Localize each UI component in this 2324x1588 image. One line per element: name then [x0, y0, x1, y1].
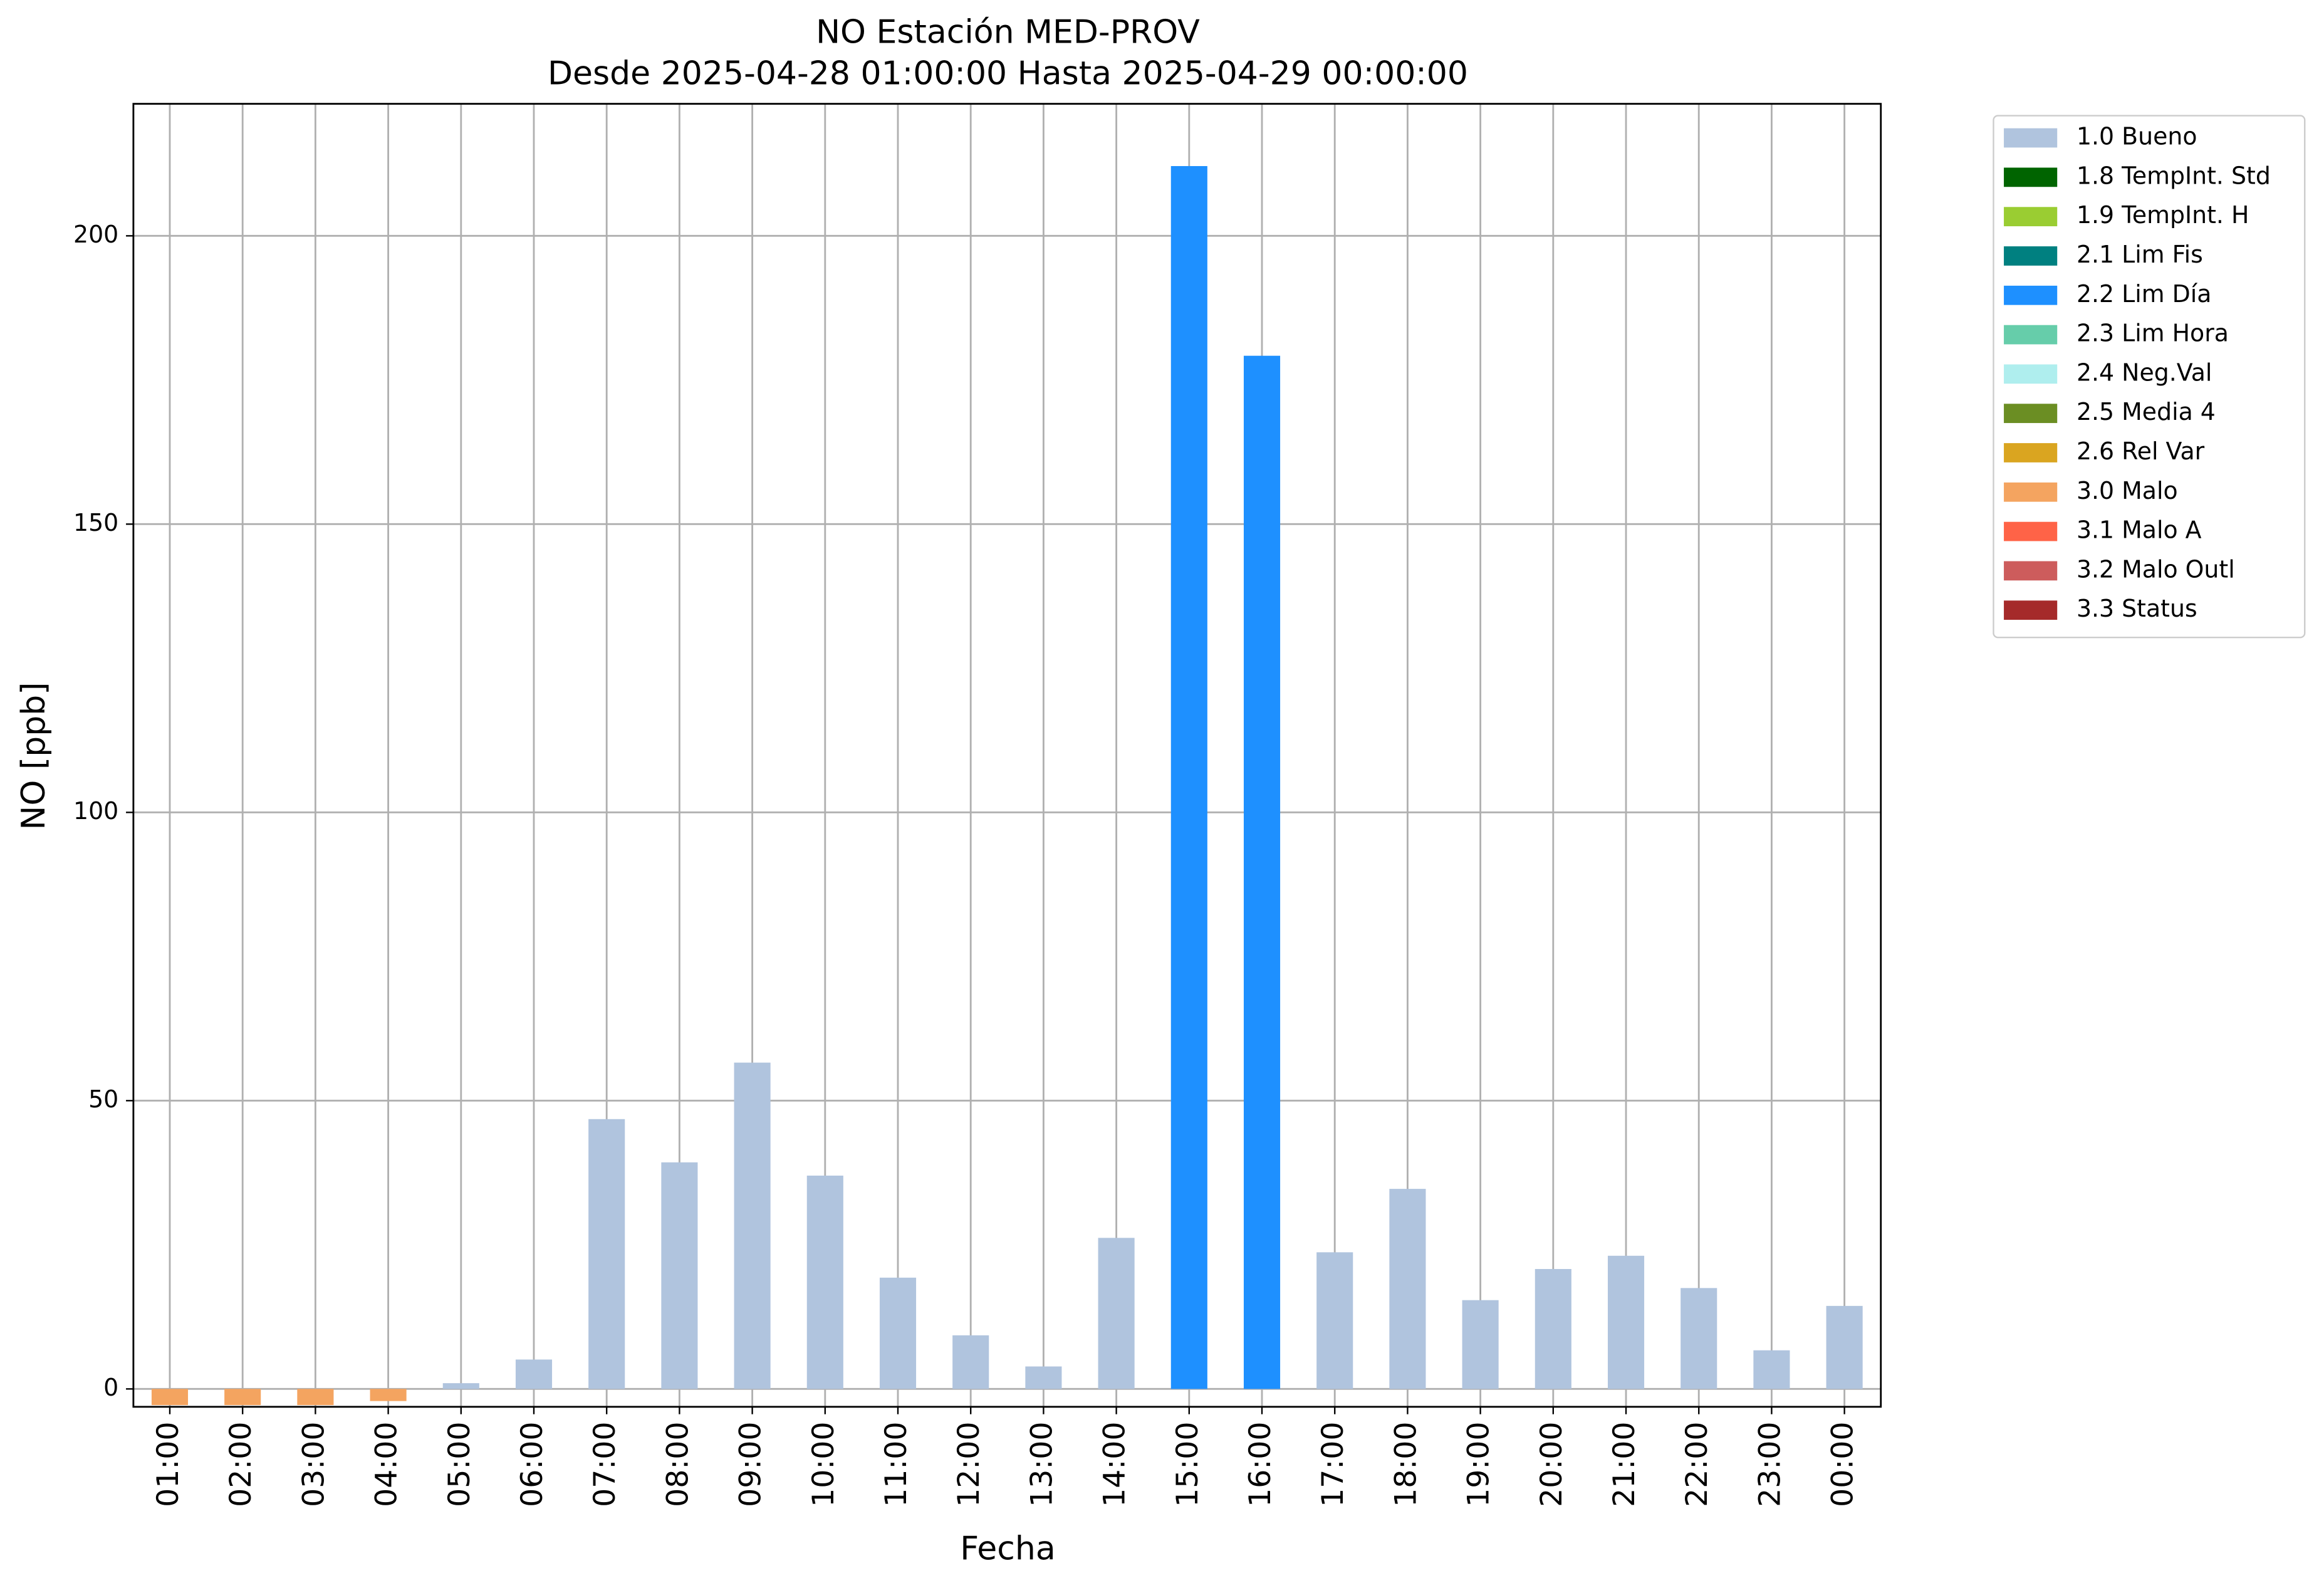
legend-swatch [2004, 325, 2058, 345]
legend-label: 2.6 Rel Var [2076, 437, 2205, 465]
legend-label: 2.2 Lim Día [2076, 280, 2211, 308]
legend-swatch [2004, 364, 2058, 384]
x-tick-label: 04:00 [370, 1422, 404, 1507]
x-tick-label: 10:00 [806, 1422, 841, 1507]
legend: 1.0 Bueno 1.8 TempInt. Std 1.9 TempInt. H 2… [2004, 123, 2271, 622]
x-tick-label: 17:00 [1316, 1422, 1350, 1507]
legend-swatch [2004, 521, 2058, 541]
x-tick-label: 16:00 [1243, 1422, 1278, 1507]
chart-subtitle: Desde 2025-04-28 01:00:00 Hasta 2025-04-… [548, 55, 1468, 93]
x-tick-label: 23:00 [1753, 1422, 1787, 1507]
x-tick-label: 19:00 [1462, 1422, 1496, 1507]
x-tick-label: 05:00 [442, 1422, 477, 1507]
legend-label: 3.2 Malo Outl [2076, 555, 2235, 583]
legend-label: 3.3 Status [2076, 595, 2197, 622]
bar [806, 1175, 843, 1389]
bar [1826, 1305, 1863, 1389]
x-tick-label: 08:00 [660, 1422, 695, 1507]
x-tick-label: 02:00 [224, 1422, 258, 1507]
chart-title: NO Estación MED-PROV [816, 13, 1200, 51]
bar [1389, 1189, 1426, 1389]
x-tick-label: 14:00 [1098, 1422, 1132, 1507]
bar [224, 1389, 261, 1406]
legend-swatch [2004, 128, 2058, 148]
legend-label: 1.9 TempInt. H [2076, 201, 2249, 229]
x-tick-label: 12:00 [952, 1422, 986, 1507]
x-tick-label: 11:00 [879, 1422, 914, 1507]
y-tick-label: 200 [73, 221, 118, 248]
plot-frame [132, 103, 1882, 1408]
x-tick-label: 09:00 [734, 1422, 768, 1507]
bar [151, 1389, 189, 1406]
legend-label: 2.3 Lim Hora [2076, 320, 2229, 347]
legend-swatch [2004, 600, 2058, 620]
x-tick-label: 03:00 [296, 1422, 331, 1507]
bar [1025, 1366, 1062, 1389]
bar [952, 1335, 989, 1389]
bar [1243, 355, 1281, 1389]
x-tick-label: 13:00 [1024, 1422, 1059, 1507]
x-tick-label: 20:00 [1535, 1422, 1569, 1507]
bar [1535, 1268, 1571, 1389]
legend-label: 2.1 Lim Fis [2076, 241, 2203, 268]
bar [370, 1389, 407, 1401]
ticks: 0 50 100 150 200 01:00 02:00 03:00 04:00 05:00 06:… [73, 221, 1860, 1507]
y-tick-label: 0 [103, 1374, 118, 1401]
bar [1607, 1255, 1645, 1389]
x-tick-label: 18:00 [1389, 1422, 1423, 1507]
x-tick-label: 06:00 [515, 1422, 550, 1507]
x-tick-label: 21:00 [1607, 1422, 1642, 1507]
bar [1170, 166, 1207, 1389]
x-tick-label: 22:00 [1680, 1422, 1714, 1507]
legend-swatch [2004, 167, 2058, 187]
bar [442, 1383, 479, 1389]
legend-label: 1.0 Bueno [2076, 123, 2197, 150]
y-tick-label: 150 [73, 509, 118, 536]
bar [1316, 1252, 1353, 1389]
legend-label: 1.8 TempInt. Std [2076, 162, 2271, 189]
legend-label: 3.0 Malo [2076, 477, 2178, 504]
y-tick-label: 50 [88, 1085, 118, 1113]
x-tick-label: 01:00 [151, 1422, 185, 1507]
legend-swatch [2004, 404, 2058, 424]
bar [297, 1389, 334, 1406]
x-tick-label: 07:00 [588, 1422, 622, 1507]
legend-swatch [2004, 561, 2058, 581]
bar [1462, 1300, 1499, 1389]
legend-swatch [2004, 246, 2058, 266]
bar [734, 1062, 771, 1389]
legend-label: 3.1 Malo A [2076, 516, 2202, 544]
bars [151, 166, 1863, 1406]
y-tick-label: 100 [73, 797, 118, 825]
bar [515, 1359, 553, 1389]
x-axis-label: Fecha [960, 1530, 1056, 1567]
legend-label: 2.4 Neg.Val [2076, 358, 2212, 386]
legend-swatch [2004, 285, 2058, 305]
bar [1753, 1350, 1790, 1389]
bar [879, 1277, 917, 1389]
legend-swatch [2004, 482, 2058, 502]
legend-swatch [2004, 207, 2058, 227]
bar [1680, 1288, 1717, 1389]
bar [1098, 1238, 1135, 1389]
legend-label: 2.5 Media 4 [2076, 398, 2216, 426]
x-tick-label: 00:00 [1826, 1422, 1860, 1507]
bar [661, 1162, 698, 1389]
x-tick-label: 15:00 [1170, 1422, 1205, 1507]
legend-swatch [2004, 443, 2058, 462]
legend-box [1993, 115, 2306, 639]
bar [588, 1119, 625, 1389]
y-axis-label: NO [ppb] [15, 682, 53, 830]
